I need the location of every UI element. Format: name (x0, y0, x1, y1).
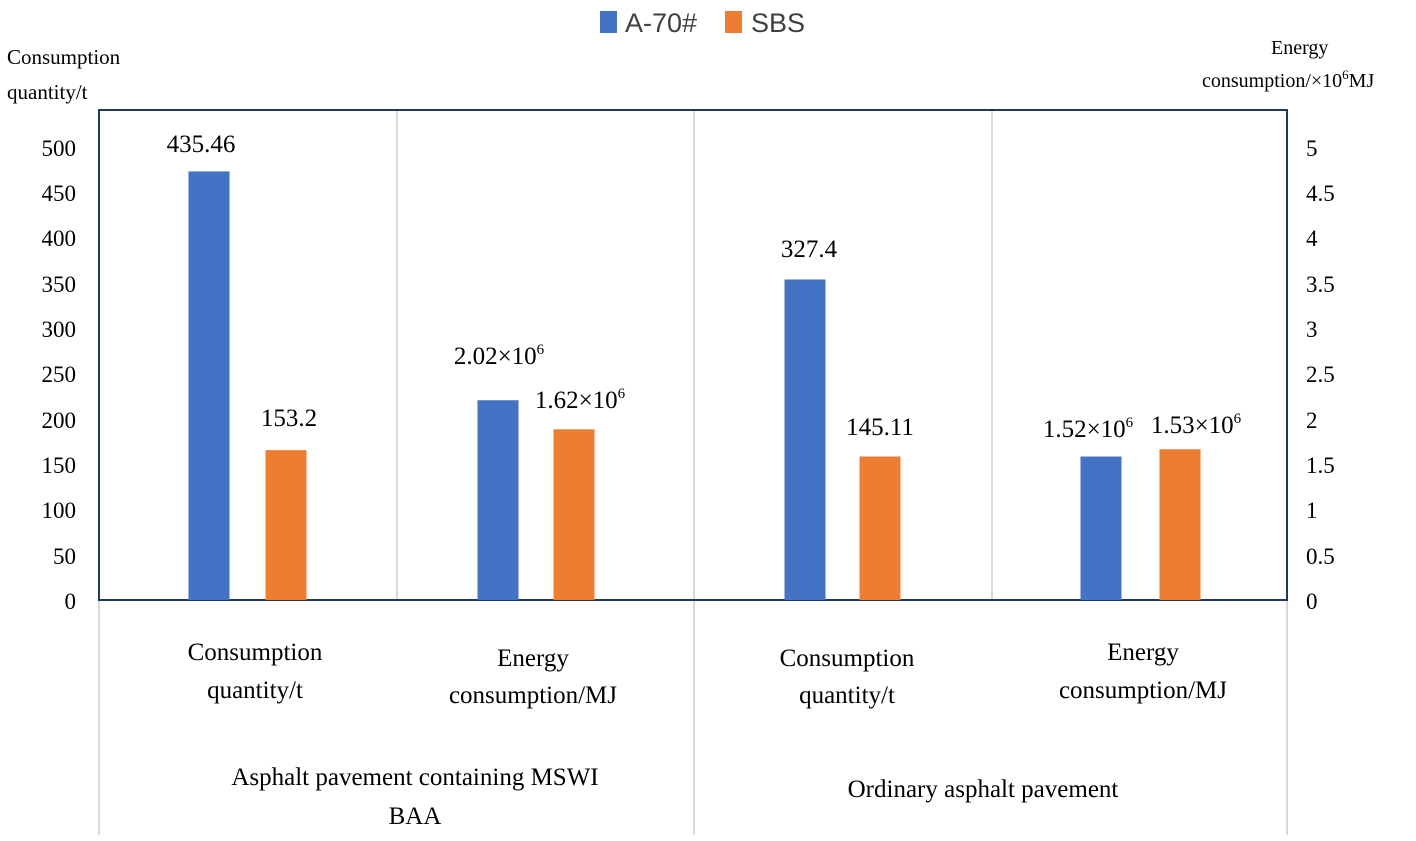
right-axis-ticks: 0 0.5 1 1.5 2 2.5 3 3.5 4 4.5 5 (1306, 136, 1335, 614)
left-tick-label: 150 (42, 453, 77, 478)
left-tick-label: 350 (42, 272, 77, 297)
category-label: quantity/t (207, 677, 303, 704)
group-label: Ordinary asphalt pavement (848, 776, 1119, 803)
bar-sbs-ordinary-energy (1159, 449, 1201, 600)
legend-swatch-a70 (600, 11, 617, 33)
right-axis-title-line1: Energy (1271, 37, 1328, 59)
data-label-a70-msw-energy: 2.02×106 (454, 342, 545, 370)
bar-sbs-msw-consumption (265, 450, 307, 600)
data-label-a70-msw-consumption: 435.46 (167, 131, 236, 158)
legend-swatch-sbs (725, 11, 742, 33)
bars (188, 171, 1201, 600)
left-tick-label: 500 (42, 136, 77, 161)
right-tick-label: 3.5 (1306, 272, 1335, 297)
right-tick-label: 2.5 (1306, 362, 1335, 387)
right-tick-label: 1 (1306, 498, 1318, 523)
category-label: consumption/MJ (449, 682, 617, 709)
bar-a70-ordinary-consumption (784, 279, 826, 600)
right-tick-label: 0.5 (1306, 544, 1335, 569)
category-label: Consumption (188, 639, 323, 666)
plot-frame (98, 109, 1288, 601)
right-axis-title-line2: consumption/×106MJ (1202, 67, 1374, 92)
bar-a70-msw-energy (477, 400, 519, 600)
right-tick-label: 0 (1306, 589, 1318, 614)
data-label-sbs-msw-consumption: 153.2 (261, 405, 317, 432)
data-label-sbs-msw-energy: 1.62×106 (535, 386, 626, 414)
left-tick-label: 450 (42, 181, 77, 206)
group-label: BAA (389, 803, 442, 830)
data-label-sbs-ordinary-energy: 1.53×106 (1151, 411, 1242, 439)
left-axis-title-line1: Consumption (7, 45, 121, 69)
category-labels: Consumption quantity/t Energy consumptio… (188, 639, 1228, 709)
left-axis-title: Consumption quantity/t (7, 45, 121, 104)
category-label: Energy (1107, 639, 1179, 666)
group-label: Asphalt pavement containing MSWI (231, 764, 598, 791)
category-label: consumption/MJ (1059, 677, 1227, 704)
left-tick-label: 250 (42, 362, 77, 387)
left-tick-label: 0 (65, 589, 77, 614)
right-tick-label: 5 (1306, 136, 1318, 161)
right-tick-label: 1.5 (1306, 453, 1335, 478)
bar-sbs-ordinary-consumption (859, 456, 901, 600)
left-axis-ticks: 0 50 100 150 200 250 300 350 400 450 500 (42, 136, 77, 614)
bar-a70-msw-consumption (188, 171, 230, 600)
right-tick-label: 3 (1306, 317, 1318, 342)
left-axis-title-line2: quantity/t (7, 80, 88, 104)
left-tick-label: 100 (42, 498, 77, 523)
data-labels: 435.46 153.2 2.02×106 1.62×106 327.4 145… (167, 131, 1242, 443)
left-tick-label: 50 (53, 544, 76, 569)
category-label: Energy (497, 645, 569, 672)
left-tick-label: 200 (42, 408, 77, 433)
grid (98, 110, 1288, 835)
right-tick-label: 2 (1306, 408, 1318, 433)
data-label-sbs-ordinary-consumption: 145.11 (846, 414, 914, 441)
right-tick-label: 4 (1306, 226, 1318, 251)
legend: A-70# SBS (600, 8, 805, 38)
right-tick-label: 4.5 (1306, 181, 1335, 206)
legend-label-sbs: SBS (751, 8, 805, 38)
category-label: quantity/t (799, 682, 895, 709)
group-labels: Asphalt pavement containing MSWI BAA Ord… (231, 764, 1118, 830)
category-label: Consumption (780, 645, 915, 672)
bar-a70-ordinary-energy (1080, 456, 1122, 600)
legend-label-a70: A-70# (625, 8, 697, 38)
left-tick-label: 300 (42, 317, 77, 342)
data-label-a70-ordinary-consumption: 327.4 (781, 236, 838, 263)
left-tick-label: 400 (42, 226, 77, 251)
bar-sbs-msw-energy (553, 429, 595, 600)
data-label-a70-ordinary-energy: 1.52×106 (1043, 415, 1134, 443)
right-axis-title: Energy consumption/×106MJ (1202, 37, 1374, 92)
